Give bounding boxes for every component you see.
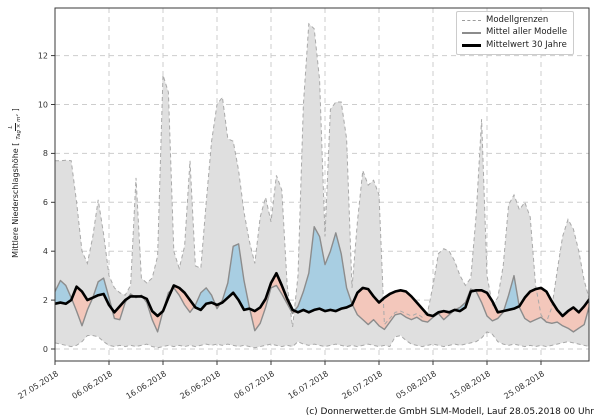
plot-border	[54, 7, 590, 362]
y-axis-unit-numerator: L	[8, 123, 16, 131]
y-tick-label: 10	[38, 100, 48, 109]
x-tick-label: 15.08.2018	[448, 369, 492, 401]
x-tick-label: 05.08.2018	[394, 369, 438, 401]
plot-area	[55, 8, 589, 361]
legend: Modellgrenzen Mittel aller Modelle Mitte…	[456, 11, 574, 56]
y-axis-unit-fraction: L Tag × m²	[8, 114, 22, 140]
tick-marks	[51, 55, 542, 365]
legend-label: Mittel aller Modelle	[486, 27, 568, 38]
y-axis-label-suffix: ]	[10, 108, 20, 112]
y-tick-label: 8	[43, 149, 48, 158]
x-tick-label: 06.06.2018	[70, 369, 114, 401]
mean-30y-line	[55, 271, 589, 318]
model-range-band	[55, 23, 589, 348]
x-tick-label: 16.06.2018	[124, 369, 168, 401]
legend-label: Modellgrenzen	[486, 15, 549, 25]
copyright-text: (c) Donnerwetter.de GmbH SLM-Modell, Lau…	[305, 407, 594, 417]
y-tick-label: 12	[38, 51, 48, 60]
x-tick-label: 26.07.2018	[340, 369, 384, 401]
x-tick-label: 25.08.2018	[502, 369, 546, 401]
y-axis-label: Mittlere Niederschlagshöhe [ L Tag × m²]	[7, 3, 23, 363]
model-min-line	[55, 331, 589, 349]
x-tick-label: 27.05.2018	[16, 369, 60, 401]
y-axis-unit-denominator: Tag × m²	[15, 114, 22, 140]
y-tick-label: 6	[43, 198, 48, 207]
legend-item-mittelwert-30-jahre: Mittelwert 30 Jahre	[462, 39, 567, 50]
model-max-line	[55, 22, 589, 328]
y-axis-label-text: Mittlere Niederschlagshöhe [	[10, 142, 20, 258]
y-tick-label: 2	[43, 296, 48, 305]
legend-item-modellgrenzen: Modellgrenzen	[462, 15, 567, 25]
x-tick-label: 26.06.2018	[178, 369, 222, 401]
y-tick-label: 4	[43, 247, 48, 256]
y-tick-label: 0	[43, 345, 48, 354]
black-line-icon	[462, 43, 481, 47]
x-tick-label: 16.07.2018	[286, 369, 330, 401]
legend-label: Mittelwert 30 Jahre	[486, 39, 567, 50]
x-tick-label: 06.07.2018	[232, 369, 276, 401]
gridlines	[55, 8, 589, 361]
legend-item-mittel-aller-modelle: Mittel aller Modelle	[462, 27, 568, 38]
gray-line-icon	[462, 32, 481, 35]
above-normal-fill	[55, 226, 589, 316]
dashed-line-icon	[462, 20, 481, 22]
